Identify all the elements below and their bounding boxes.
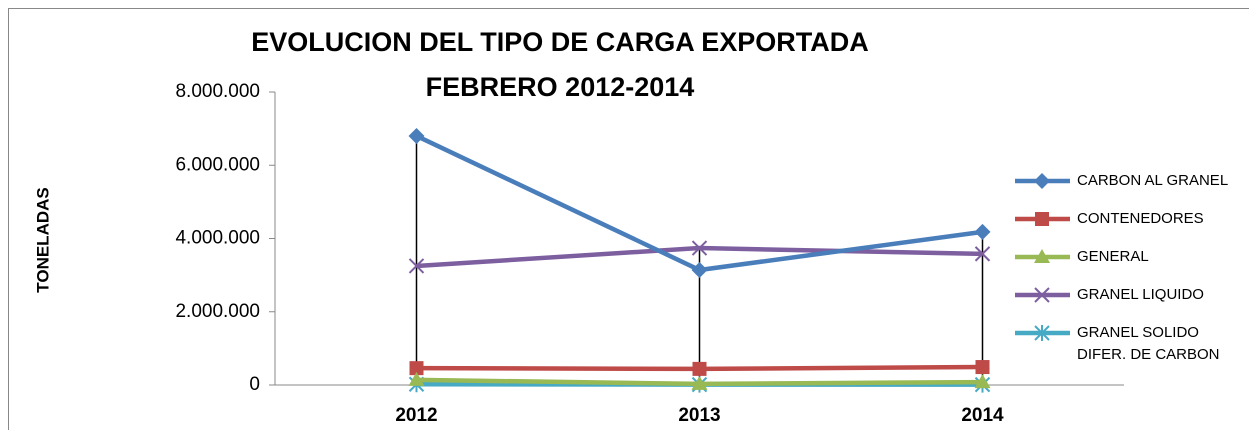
legend-label-line: GRANEL SOLIDO bbox=[1077, 324, 1199, 341]
x-tick-label: 2013 bbox=[678, 405, 720, 426]
point-marker bbox=[691, 375, 708, 390]
y-tick-label: 8.000.000 bbox=[175, 81, 260, 102]
x-tick-label: 2012 bbox=[395, 405, 437, 426]
point-marker bbox=[691, 240, 708, 256]
point-marker bbox=[975, 360, 990, 375]
legend-marker bbox=[1035, 212, 1049, 226]
x-tick-label: 2014 bbox=[961, 405, 1004, 426]
chart-title: EVOLUCION DEL TIPO DE CARGA EXPORTADA bbox=[251, 27, 869, 57]
point-marker bbox=[408, 258, 425, 274]
point-marker bbox=[408, 127, 425, 144]
legend-marker bbox=[1034, 325, 1050, 341]
legend-marker bbox=[1034, 249, 1050, 263]
legend-label: GRANEL SOLIDO DIFER. DE CARBON bbox=[1077, 324, 1220, 363]
y-tick-label: 0 bbox=[249, 374, 260, 395]
y-axis-label: TONELADAS bbox=[33, 187, 52, 292]
legend-marker bbox=[1034, 287, 1050, 303]
chart-title: FEBRERO 2012-2014 bbox=[426, 72, 695, 102]
y-tick-label: 6.000.000 bbox=[175, 154, 260, 175]
point-marker bbox=[408, 371, 425, 386]
legend-label: CARBON AL GRANEL bbox=[1077, 172, 1228, 189]
y-tick-label: 2.000.000 bbox=[175, 301, 260, 322]
point-marker bbox=[691, 261, 708, 278]
legend-label: GENERAL bbox=[1077, 248, 1149, 265]
chart-frame bbox=[8, 8, 1249, 430]
legend-marker bbox=[1034, 173, 1050, 189]
point-marker bbox=[692, 361, 707, 376]
legend-label: CONTENEDORES bbox=[1077, 210, 1204, 227]
y-tick-label: 4.000.000 bbox=[175, 228, 260, 249]
point-marker bbox=[974, 374, 991, 389]
legend-label-line: DIFER. DE CARBON bbox=[1077, 346, 1220, 363]
point-marker bbox=[974, 223, 991, 240]
point-marker bbox=[409, 361, 424, 376]
point-marker bbox=[974, 246, 991, 262]
legend-label: GRANEL LIQUIDO bbox=[1077, 286, 1204, 303]
